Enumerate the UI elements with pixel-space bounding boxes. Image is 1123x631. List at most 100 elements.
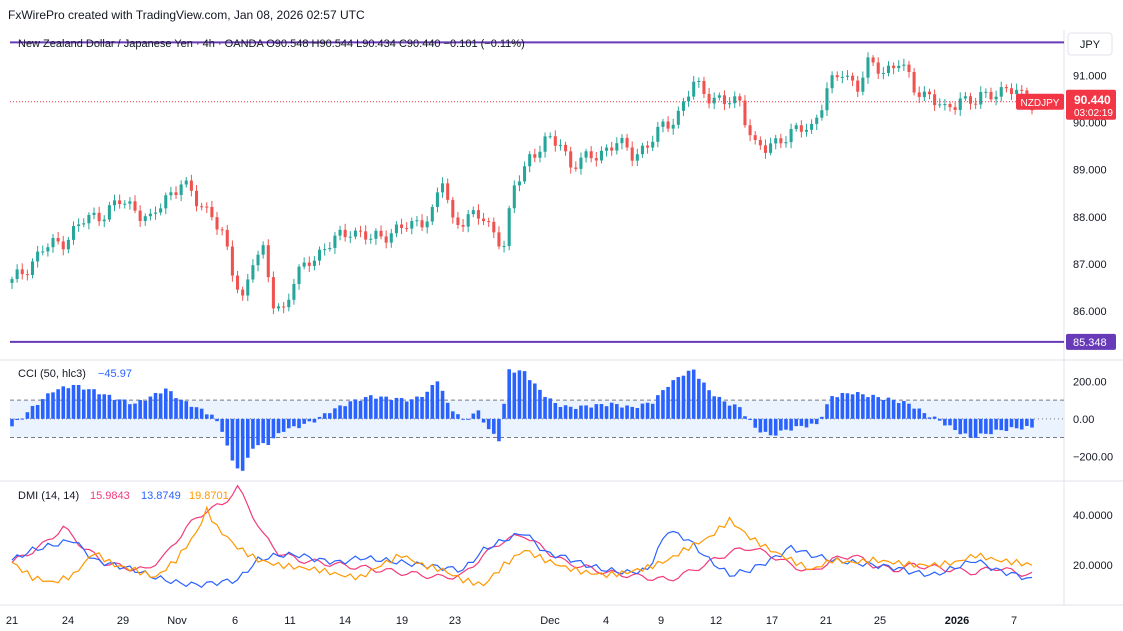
low-line-label: 85.348: [1073, 337, 1107, 349]
candle-body: [517, 181, 521, 186]
cci-bar: [107, 394, 112, 419]
candle-body: [564, 144, 568, 152]
cci-tick-label: 0.00: [1073, 414, 1094, 426]
cci-bar: [522, 371, 527, 419]
price-tick-label: 90.000: [1073, 118, 1107, 130]
time-tick-label: 2026: [945, 615, 969, 627]
cci-bar: [169, 391, 173, 419]
candle-body: [56, 237, 60, 242]
cci-bar: [753, 418, 758, 428]
candle-body: [743, 100, 747, 126]
candle-body: [569, 151, 573, 168]
candle-body: [661, 121, 665, 127]
price-tick-label: 88.000: [1073, 212, 1107, 224]
candle-body: [712, 97, 716, 104]
candle-body: [194, 190, 199, 207]
cci-bar: [317, 416, 322, 419]
cci-bar: [25, 412, 30, 419]
candle-body: [61, 241, 65, 250]
cci-bar: [968, 418, 973, 438]
candle-body: [343, 229, 347, 238]
cci-band: [10, 400, 1064, 438]
candle-body: [646, 145, 650, 148]
cci-bar: [281, 418, 286, 432]
cci-bar: [978, 418, 983, 434]
candle-body: [876, 62, 880, 74]
candle-body: [989, 91, 993, 100]
cci-bar: [896, 403, 901, 419]
cci-bar: [389, 400, 394, 419]
candle-body: [630, 147, 634, 161]
cci-bar: [256, 418, 260, 446]
dmi-tick-label: 40.0000: [1073, 510, 1113, 522]
cci-bar: [789, 418, 793, 431]
cci-bar: [153, 393, 158, 419]
symbol-tag: [1016, 93, 1064, 110]
candle-body: [738, 96, 742, 101]
cci-bar: [1030, 418, 1034, 428]
cci-bar: [117, 399, 122, 419]
candle-body: [825, 88, 829, 111]
candle-body: [451, 199, 455, 218]
price-tick-label: 89.000: [1073, 165, 1107, 177]
cci-bar: [466, 418, 470, 420]
candle-body: [466, 214, 470, 227]
candle-body: [728, 103, 732, 105]
cci-bar: [666, 386, 670, 419]
candle-body: [133, 201, 137, 211]
time-axis[interactable]: 21 24 29 Nov 6 11 14 19 23 Dec 4 9 12 17 21 25 2026 7: [6, 615, 1017, 627]
candle-body: [138, 210, 142, 222]
cci-bar: [620, 407, 624, 419]
cci-bar: [732, 404, 737, 419]
candle-body: [369, 238, 373, 240]
cci-bar: [399, 398, 404, 419]
dmi-plus-di-value: 15.9843: [90, 490, 130, 502]
cci-bar: [855, 392, 860, 419]
cci-bar: [445, 402, 450, 419]
cci-tick-label: −200.00: [1073, 451, 1113, 463]
cci-bar: [871, 394, 875, 419]
cci-bar: [404, 401, 409, 419]
cci-bar: [502, 403, 506, 419]
candle-body: [666, 121, 670, 129]
cci-bar: [922, 413, 927, 419]
cci-bar: [584, 405, 588, 419]
cci-bar: [533, 383, 537, 419]
cci-bar: [97, 394, 101, 419]
cci-bar: [943, 418, 947, 426]
candle-body: [46, 247, 50, 252]
candle-body: [707, 93, 711, 104]
candle-body: [318, 249, 322, 261]
candle-body: [20, 269, 24, 275]
cci-bar: [148, 396, 153, 419]
cci-bar: [138, 400, 142, 419]
candle-body: [507, 208, 511, 247]
cci-bar: [907, 403, 911, 419]
candle-body: [241, 289, 245, 296]
candle-body: [625, 137, 629, 148]
cci-bar: [128, 404, 132, 419]
candle-body: [553, 136, 557, 146]
candle-body: [379, 230, 383, 237]
cci-bar: [558, 406, 563, 419]
candle-body: [605, 147, 609, 151]
candle-body: [523, 166, 527, 182]
candle-body: [579, 157, 583, 169]
currency-button[interactable]: [1067, 32, 1113, 56]
cci-bar: [56, 389, 60, 419]
cci-bar: [563, 405, 568, 419]
price-panel[interactable]: 91.000 89.000 88.000 87.000 86.000 90.000 NZDJ…: [10, 41, 1116, 350]
candle-body: [107, 205, 111, 220]
cci-bar: [476, 410, 481, 419]
cci-bar: [809, 418, 814, 424]
price-tick-label: 91.000: [1073, 70, 1107, 82]
cci-bar: [302, 418, 306, 424]
dmi-panel[interactable]: 40.0000 20.0000: [11, 484, 1113, 589]
candle-body: [1015, 89, 1019, 95]
cci-bar: [707, 390, 711, 419]
cci-bar: [343, 406, 347, 419]
cci-panel[interactable]: 200.00 0.00 −200.00: [10, 369, 1113, 471]
cci-bar: [307, 418, 312, 422]
cci-legend-title: CCI (50, hlc3): [18, 368, 86, 380]
